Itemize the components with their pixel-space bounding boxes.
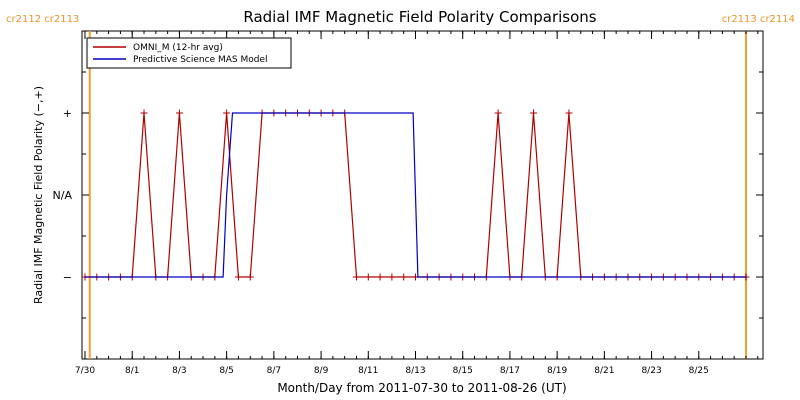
data-point [140, 109, 148, 117]
x-tick-label: 8/7 [267, 366, 281, 376]
x-axis-label: Month/Day from 2011-07-30 to 2011-08-26 … [277, 381, 566, 395]
data-point [246, 273, 254, 281]
x-tick-label: 8/15 [453, 366, 473, 376]
y-axis: − N/A + [53, 71, 763, 319]
y-tick-label: + [63, 107, 72, 120]
data-point [175, 109, 183, 117]
x-axis: 7/30 8/1 8/3 8/5 8/7 8/9 8/11 8/13 8/15 8/17 8/19 8… [75, 31, 759, 376]
x-tick-label: 8/19 [547, 366, 567, 376]
x-tick-label: 8/17 [500, 366, 520, 376]
y-axis-label: Radial IMF Magnetic Field Polarity (−,+) [32, 86, 45, 304]
data-point [364, 273, 372, 281]
legend: OMNI_M (12-hr avg) Predictive Science MA… [86, 37, 292, 69]
data-point [352, 273, 360, 281]
carrington-label-right: cr2113 cr2114 [722, 14, 795, 25]
series-line-1 [85, 112, 746, 278]
legend-box [86, 37, 292, 69]
y-tick-label: N/A [53, 189, 73, 202]
legend-label-omni: OMNI_M (12-hr avg) [133, 43, 223, 53]
x-tick-label: 8/23 [641, 366, 661, 376]
x-tick-label: 8/21 [594, 366, 614, 376]
legend-label-mas: Predictive Science MAS Model [133, 55, 268, 65]
data-point [234, 273, 242, 281]
data-point [400, 273, 408, 281]
x-tick-label: 8/5 [219, 366, 233, 376]
x-tick-label: 8/11 [358, 366, 378, 376]
x-tick-label: 8/1 [125, 366, 139, 376]
carrington-boundaries [88, 31, 747, 359]
data-point [565, 109, 573, 117]
x-tick-label: 8/9 [314, 366, 329, 376]
y-tick-label: − [63, 271, 72, 284]
series-layer [81, 109, 750, 281]
x-tick-label: 8/13 [405, 366, 425, 376]
x-tick-label: 8/25 [689, 366, 709, 376]
chart-title: Radial IMF Magnetic Field Polarity Compa… [243, 8, 596, 26]
data-point [376, 273, 384, 281]
carrington-label-left: cr2112 cr2113 [6, 14, 79, 25]
data-point [494, 109, 502, 117]
data-point [223, 109, 231, 117]
x-tick-label: 8/3 [172, 366, 186, 376]
data-point [388, 273, 396, 281]
plot-frame [81, 30, 764, 360]
data-point [530, 109, 538, 117]
x-tick-label: 7/30 [75, 366, 95, 376]
